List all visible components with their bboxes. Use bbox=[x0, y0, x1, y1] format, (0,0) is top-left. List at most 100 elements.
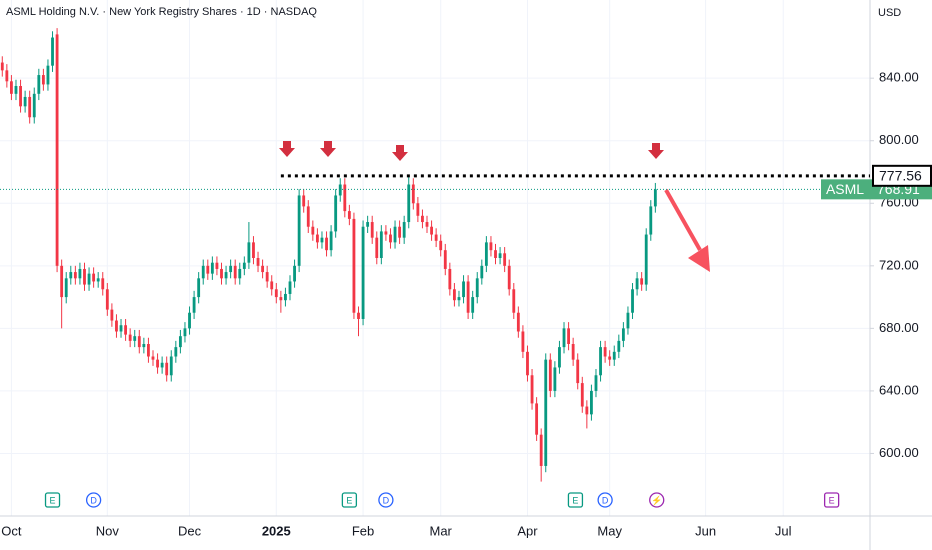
x-tick-label: Oct bbox=[1, 523, 22, 538]
candle-body bbox=[548, 359, 552, 391]
candle-body bbox=[147, 344, 150, 357]
candle-body bbox=[64, 278, 68, 298]
candle-body bbox=[165, 362, 169, 376]
candle-body bbox=[585, 406, 589, 415]
candle-body bbox=[558, 347, 561, 368]
candle-body bbox=[238, 268, 242, 279]
symbol-badge bbox=[821, 179, 870, 200]
candle-body bbox=[87, 273, 91, 285]
candle-body bbox=[411, 184, 415, 204]
candle-body bbox=[430, 226, 433, 235]
candle-body bbox=[60, 265, 64, 298]
grid bbox=[0, 0, 870, 516]
candle-body bbox=[325, 237, 328, 251]
candle-body bbox=[494, 250, 497, 258]
candle-body bbox=[261, 265, 265, 273]
candle-body bbox=[375, 237, 379, 258]
candle-body bbox=[302, 195, 306, 207]
event-icon bbox=[378, 492, 394, 508]
arrow-shaft bbox=[664, 189, 702, 251]
candle-body bbox=[649, 206, 653, 235]
candle-body bbox=[311, 226, 315, 235]
candle-body bbox=[178, 336, 182, 348]
candle-body bbox=[398, 226, 402, 238]
y-tick-label: 640.00 bbox=[879, 382, 919, 397]
candle-body bbox=[14, 86, 18, 94]
level-badge-inner bbox=[874, 166, 930, 185]
candle-body bbox=[521, 331, 525, 352]
currency: USD bbox=[878, 7, 901, 19]
event-icon bbox=[85, 492, 102, 508]
candle-body bbox=[526, 351, 529, 376]
candle-body bbox=[503, 253, 507, 266]
candle-body bbox=[343, 184, 347, 212]
candle-body bbox=[462, 281, 465, 298]
y-tick-label: 800.00 bbox=[879, 132, 919, 147]
candle-body bbox=[599, 347, 602, 376]
candle-body bbox=[370, 222, 374, 238]
level-label: 777.56 bbox=[879, 168, 922, 184]
candle-body bbox=[19, 86, 22, 107]
candle-body bbox=[471, 297, 475, 313]
candle-body bbox=[229, 265, 233, 273]
candle-body bbox=[489, 242, 493, 251]
candle-body bbox=[119, 325, 123, 332]
symbol-label: ASML bbox=[826, 181, 864, 197]
candle-body bbox=[10, 81, 13, 94]
candle-body bbox=[242, 262, 246, 269]
candle-body bbox=[92, 273, 96, 282]
candle-body bbox=[484, 242, 488, 266]
arrow-markers bbox=[279, 141, 664, 161]
candle-body bbox=[338, 184, 342, 196]
event-label: D bbox=[383, 495, 390, 505]
candle-body bbox=[224, 272, 228, 279]
candle-body bbox=[247, 242, 251, 263]
candle-body bbox=[83, 268, 86, 285]
candle-body bbox=[590, 390, 593, 415]
candle-body bbox=[78, 268, 82, 279]
event-label: E bbox=[572, 495, 578, 505]
candle-body bbox=[274, 289, 278, 298]
candle-body bbox=[188, 312, 191, 329]
candle-body bbox=[32, 93, 36, 118]
x-tick-label: Apr bbox=[517, 523, 538, 538]
candle-body bbox=[256, 258, 260, 266]
candle-body bbox=[279, 297, 283, 301]
candle-body bbox=[128, 334, 132, 341]
candle-body bbox=[169, 356, 173, 376]
candle-body bbox=[603, 347, 607, 357]
candle-body bbox=[55, 34, 59, 266]
candle-body bbox=[452, 289, 456, 301]
marker bbox=[279, 141, 295, 157]
candle-body bbox=[192, 297, 196, 313]
candle-body bbox=[434, 234, 438, 241]
candle-body bbox=[535, 403, 539, 435]
candle-body bbox=[233, 265, 237, 279]
candle-body bbox=[393, 226, 397, 243]
chart-title: ASML Holding N.V. · New York Registry Sh… bbox=[6, 6, 317, 18]
event-icon bbox=[44, 492, 61, 508]
event-icon bbox=[341, 492, 358, 508]
event-label: E bbox=[829, 495, 835, 505]
candle-body bbox=[320, 237, 324, 243]
candle-body bbox=[37, 75, 41, 94]
event-icon bbox=[649, 492, 665, 508]
candle-body bbox=[137, 336, 141, 348]
candle-body bbox=[69, 272, 73, 279]
event-label: ⚡ bbox=[651, 494, 662, 506]
marker bbox=[320, 141, 336, 157]
candle-body bbox=[329, 231, 333, 251]
event-label: D bbox=[90, 495, 97, 505]
candle-body bbox=[151, 356, 155, 360]
candle-body bbox=[530, 375, 534, 404]
marker bbox=[392, 145, 408, 161]
candle-body bbox=[653, 189, 657, 207]
x-tick-label: Feb bbox=[352, 523, 374, 538]
candle-body bbox=[640, 278, 644, 285]
candle-body bbox=[553, 367, 557, 391]
x-tick-label: Nov bbox=[96, 523, 120, 538]
candle-body bbox=[41, 75, 45, 85]
candle-body bbox=[407, 184, 411, 223]
x-tick-label: Dec bbox=[178, 523, 202, 538]
